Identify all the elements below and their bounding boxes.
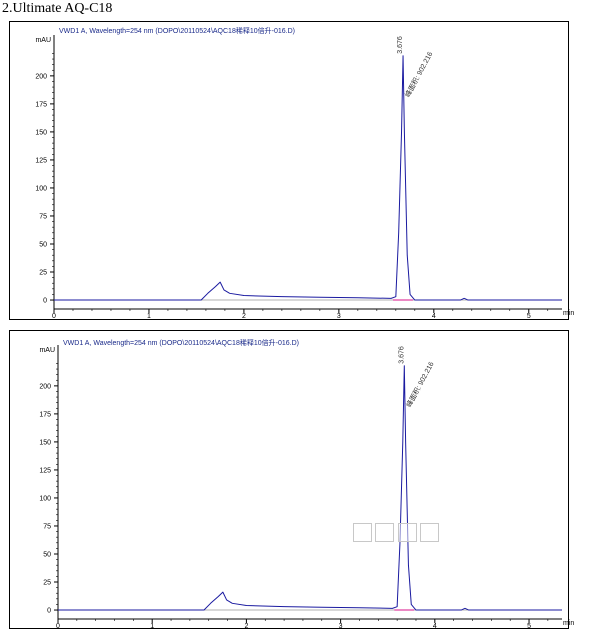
chart-2-y-tick-label: 150 xyxy=(39,439,51,446)
chart-1-x-tick-label: 2 xyxy=(242,313,246,320)
chart-2-y-tick-label: 75 xyxy=(43,523,51,530)
chart-1-y-tick-label: 0 xyxy=(43,298,47,305)
chart-1-peak-rt-label: 3.676 xyxy=(397,36,404,54)
watermark-box xyxy=(375,523,394,542)
chart-2-y-tick-label: 175 xyxy=(39,411,51,418)
chart-1-x-tick-label: 0 xyxy=(52,313,56,320)
chart-2-y-tick-label: 125 xyxy=(39,467,51,474)
chart-1-y-tick-label: 200 xyxy=(35,73,47,80)
chart-1-y-tick-label: 175 xyxy=(35,101,47,108)
chart-2-frame xyxy=(9,330,569,629)
chart-1-x-tick-label: 3 xyxy=(337,313,341,320)
chart-1-y-tick-label: 100 xyxy=(35,185,47,192)
page-heading: 2.Ultimate AQ-C18 xyxy=(2,1,113,16)
chart-2-y-tick-label: 25 xyxy=(43,580,51,587)
watermark-box xyxy=(420,523,439,542)
watermark-box xyxy=(398,523,417,542)
chart-2-peak-area-label: 峰面积: 902.216 xyxy=(404,360,436,409)
chart-2-x-label: min xyxy=(563,620,574,627)
chart-2-title: VWD1 A, Wavelength=254 nm (DOPO\20110524… xyxy=(63,338,299,347)
chart-1-title: VWD1 A, Wavelength=254 nm (DOPO\20110524… xyxy=(59,26,295,35)
chart-2-y-label: mAU xyxy=(39,347,55,354)
chart-1-y-tick-label: 75 xyxy=(39,213,47,220)
chart-1-y-tick-label: 125 xyxy=(35,157,47,164)
chart-1-peak-area-label: 峰面积: 902.216 xyxy=(403,50,435,99)
chart-2-x-tick-label: 3 xyxy=(339,623,343,630)
chart-1-y-tick-label: 50 xyxy=(39,241,47,248)
chart-2-x-tick-label: 5 xyxy=(527,623,531,630)
chart-2-x-tick-label: 1 xyxy=(150,623,154,630)
chart-1-x-label: min xyxy=(563,310,574,317)
chart-2-peak-rt-label: 3.676 xyxy=(398,346,405,364)
chart-1-y-label: mAU xyxy=(35,37,51,44)
chart-2-y-tick-label: 100 xyxy=(39,495,51,502)
chart-1-x-tick-label: 5 xyxy=(527,313,531,320)
chart-1-x-tick-label: 1 xyxy=(147,313,151,320)
chart-2-x-tick-label: 2 xyxy=(244,623,248,630)
chart-2-y-tick-label: 0 xyxy=(47,608,51,615)
chart-2-y-tick-label: 50 xyxy=(43,551,51,558)
chart-1-x-tick-label: 4 xyxy=(432,313,436,320)
chart-1-y-tick-label: 25 xyxy=(39,270,47,277)
chart-1-series-line xyxy=(54,55,562,301)
chart-1-y-tick-label: 150 xyxy=(35,129,47,136)
chart-2-y-tick-label: 200 xyxy=(39,383,51,390)
chart-2-x-tick-label: 0 xyxy=(56,623,60,630)
chart-2-x-tick-label: 4 xyxy=(433,623,437,630)
chart-2-series-line xyxy=(58,365,562,611)
chart-1-frame xyxy=(9,21,569,320)
watermark-box xyxy=(353,523,372,542)
